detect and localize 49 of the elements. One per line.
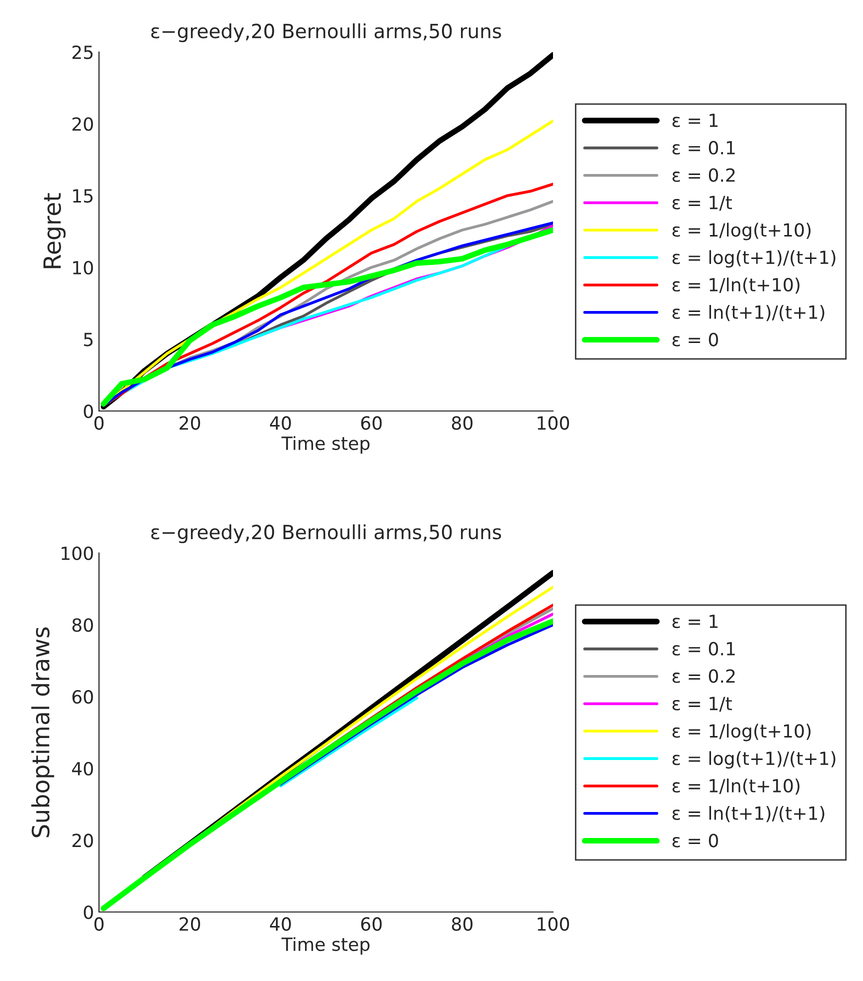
x-tick-label: 80	[452, 416, 472, 430]
legend-label: ε = 0.2	[672, 669, 735, 683]
x-tick-label: 40	[270, 917, 291, 931]
x-tick-label: 40	[270, 416, 291, 430]
chart-title: ε−greedy,20 Bernoulli arms,50 runs	[151, 524, 502, 544]
legend-label: ε = 0.2	[672, 168, 735, 182]
y-tick-label: 0	[84, 905, 93, 920]
x-axis-title: Time step	[281, 937, 370, 955]
y-tick-label: 10	[73, 260, 93, 275]
legend-label: ε = ln(t+1)/(t+1)	[672, 806, 824, 822]
y-tick-label: 80	[72, 618, 93, 632]
y-axis-title: Regret	[43, 193, 66, 268]
y-tick-label: 25	[72, 45, 93, 60]
y-tick-label: 20	[72, 834, 93, 848]
y-tick-label: 60	[72, 690, 93, 704]
legend-label: ε = 0	[672, 332, 718, 346]
legend-label: ε = 0.1	[672, 140, 735, 155]
chart-title: ε−greedy,20 Bernoulli arms,50 runs	[151, 23, 502, 42]
legend-label: ε = 0	[672, 834, 718, 848]
legend-label: ε = log(t+1)/(t+1)	[672, 250, 836, 268]
y-tick-label: 40	[72, 762, 93, 776]
legend-label: ε = 1/log(t+10)	[672, 222, 811, 240]
legend-label: ε = 1/ln(t+10)	[672, 778, 800, 795]
x-tick-label: 60	[361, 416, 382, 430]
legend-label: ε = 1/t	[672, 196, 732, 211]
x-tick-label: 0	[94, 416, 104, 430]
y-tick-label: 20	[72, 117, 93, 131]
y-tick-label: 5	[84, 332, 93, 346]
x-axis-title: Time step	[281, 436, 370, 454]
y-axis-title: Suboptimal draws	[31, 627, 54, 838]
legend-label: ε = 1/log(t+10)	[672, 724, 811, 742]
y-tick-label: 100	[62, 546, 93, 560]
y-tick-label: 15	[73, 189, 93, 203]
x-tick-label: 0	[94, 917, 104, 931]
x-tick-label: 20	[180, 917, 200, 931]
x-tick-label: 60	[361, 917, 382, 931]
x-tick-label: 20	[180, 416, 200, 430]
x-tick-label: 100	[538, 416, 570, 430]
legend-label: ε = ln(t+1)/(t+1)	[672, 304, 824, 322]
legend-label: ε = log(t+1)/(t+1)	[672, 751, 836, 769]
y-tick-label: 0	[84, 404, 93, 418]
line-series	[279, 696, 418, 788]
legend-label: ε = 1/ln(t+10)	[672, 278, 800, 294]
x-tick-label: 80	[452, 917, 472, 931]
legend-label: ε = 1/t	[672, 696, 732, 712]
legend-label: ε = 0.1	[672, 642, 735, 656]
legend-label: ε = 1	[672, 114, 718, 128]
legend-label: ε = 1	[672, 614, 718, 628]
x-tick-label: 100	[538, 917, 570, 931]
